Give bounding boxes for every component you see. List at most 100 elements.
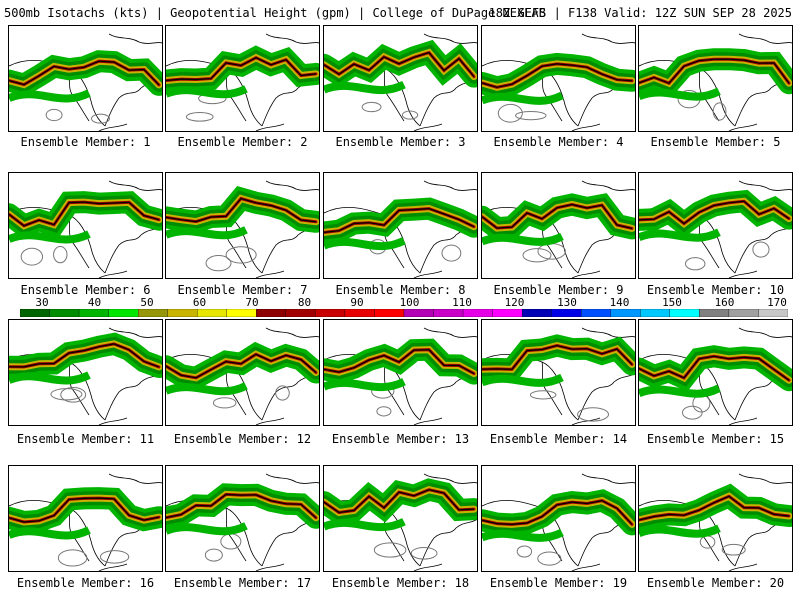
ensemble-map: [482, 327, 635, 425]
height-contour-main: [324, 207, 475, 233]
height-contour: [45, 108, 63, 122]
colorbar-swatch: [492, 309, 523, 317]
height-contour: [684, 257, 706, 271]
coastline: [482, 327, 635, 425]
colorbar-swatch: [167, 309, 198, 317]
isotach-band: [166, 226, 248, 240]
height-contour-main: [639, 495, 790, 521]
colorbar-swatch: [522, 309, 552, 317]
colorbar-tick-label: 40: [87, 296, 102, 309]
height-contour-main: [482, 203, 633, 229]
ensemble-map: [324, 180, 477, 278]
height-contour-main: [639, 200, 790, 225]
colorbar-swatch: [669, 309, 700, 317]
ensemble-map: [324, 33, 477, 131]
ensemble-member-label: Ensemble Member: 17: [173, 576, 312, 590]
ensemble-panel: [481, 465, 636, 572]
height-contour: [204, 548, 223, 562]
coastline: [482, 33, 635, 131]
coastline: [166, 473, 319, 571]
colorbar-tick-label: 90: [350, 296, 364, 309]
coastline: [166, 180, 319, 278]
ensemble-panel: [165, 319, 320, 426]
colorbar-swatch: [315, 309, 346, 317]
ensemble-panel: [8, 465, 163, 572]
height-contour-main: [482, 344, 633, 370]
ensemble-map: [639, 327, 792, 425]
height-contour: [205, 255, 232, 272]
ensemble-panel: [323, 172, 478, 279]
colorbar-swatch: [581, 309, 611, 317]
ensemble-map: [482, 473, 635, 571]
isotach-band: [324, 236, 406, 251]
colorbar-swatch: [344, 309, 375, 317]
height-contour: [212, 397, 237, 409]
colorbar-swatch: [49, 309, 80, 317]
height-contour: [220, 533, 242, 550]
coastline: [9, 327, 162, 425]
isotach-band: [9, 526, 91, 540]
ensemble-panel: [8, 172, 163, 279]
ensemble-member-label: Ensemble Member: 5: [650, 135, 781, 149]
height-contour: [681, 405, 703, 420]
ensemble-member-label: Ensemble Member: 2: [177, 135, 308, 149]
colorbar-tick-label: 30: [35, 296, 49, 309]
ensemble-member-label: Ensemble Member: 6: [20, 283, 151, 297]
isotach-band: [9, 89, 91, 103]
height-contour-main: [9, 60, 160, 86]
height-contour: [529, 390, 557, 400]
ensemble-map: [166, 33, 319, 131]
height-contour: [401, 110, 419, 120]
ensemble-map: [166, 327, 319, 425]
ensemble-panel: [165, 465, 320, 572]
height-contour: [373, 542, 407, 558]
coastline: [324, 33, 477, 131]
height-contour-main: [9, 497, 160, 523]
ensemble-panel: [8, 25, 163, 132]
height-contour: [522, 248, 552, 263]
height-contour: [99, 550, 130, 564]
run-info: 18Z GEFS | F138 Valid: 12Z SUN SEP 28 20…: [488, 6, 792, 20]
ensemble-panel: [323, 319, 478, 426]
colorbar-swatch: [78, 309, 109, 317]
colorbar-tick-label: 110: [452, 296, 472, 309]
colorbar-tick-label: 130: [557, 296, 577, 309]
isotach-band: [482, 91, 564, 105]
isotach-band: [166, 85, 248, 99]
isotach-band: [324, 80, 406, 95]
height-contour-main: [166, 353, 317, 379]
colorbar-tick-label: 70: [245, 296, 259, 309]
ensemble-member-label: Ensemble Member: 18: [331, 576, 470, 590]
height-contour: [361, 101, 382, 113]
height-contour: [53, 246, 68, 264]
isotach-band: [482, 232, 564, 246]
colorbar-swatch: [551, 309, 582, 317]
isotach-band: [324, 377, 406, 392]
colorbar-swatch: [433, 309, 464, 317]
height-contour: [721, 543, 746, 556]
height-contour-main: [166, 197, 317, 223]
isotach-band: [482, 373, 564, 387]
ensemble-member-label: Ensemble Member: 12: [173, 432, 312, 446]
colorbar-swatch: [403, 309, 434, 317]
ensemble-map: [639, 180, 792, 278]
height-contour-main: [639, 355, 790, 381]
ensemble-panel: [638, 25, 793, 132]
ensemble-member-label: Ensemble Member: 3: [335, 135, 466, 149]
ensemble-panel: [323, 25, 478, 132]
colorbar-swatch: [758, 309, 788, 317]
isotach-band: [639, 524, 721, 538]
colorbar-tick-label: 150: [662, 296, 682, 309]
ensemble-panel: [8, 319, 163, 426]
colorbar-swatch: [610, 309, 641, 317]
ensemble-map: [9, 180, 162, 278]
ensemble-panel: [323, 465, 478, 572]
isotach-band: [482, 528, 564, 542]
height-contour: [441, 244, 462, 262]
ensemble-member-label: Ensemble Member: 20: [646, 576, 785, 590]
ensemble-panel: [481, 172, 636, 279]
colorbar-swatch: [462, 309, 493, 317]
height-contour: [185, 112, 214, 122]
height-contour-main: [482, 63, 633, 88]
height-contour-main: [9, 343, 160, 368]
